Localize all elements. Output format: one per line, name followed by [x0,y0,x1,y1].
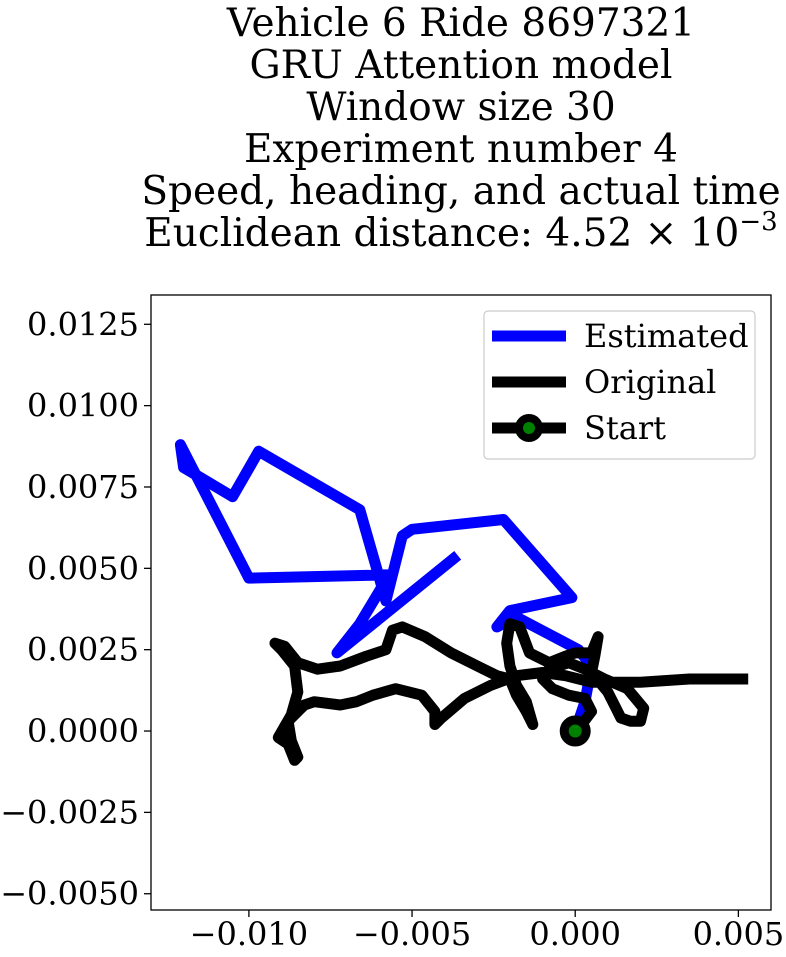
axes-frame [150,294,772,911]
marker-layer [559,715,591,747]
legend-swatch-start-marker [515,414,543,442]
y-axis: 0.0125 0.0100 0.0075 0.0050 0.0025 0.0000 −0.0… [0,305,151,913]
x-tick-label: −0.005 [353,915,471,953]
series-line-original [269,618,749,766]
series-line-estimated [174,439,597,733]
y-tick-label: 0.0125 [27,305,139,343]
title-line-3: Window size 30 [306,85,615,130]
legend-label-original: Original [584,363,716,401]
x-tick-label: 0.000 [529,915,621,953]
title-distance-exponent: −3 [739,207,777,237]
series-layer [174,439,749,766]
y-tick-label: 0.0050 [27,549,139,587]
legend: Estimated Original Start [483,310,756,460]
chart-title: Vehicle 6 Ride 8697321 GRU Attention mod… [141,1,780,256]
x-axis: −0.010 −0.005 0.000 0.005 [190,910,784,953]
y-tick-label: −0.0050 [0,875,139,913]
legend-label-start: Start [584,409,666,447]
legend-label-estimated: Estimated [584,317,749,355]
title-line-1: Vehicle 6 Ride 8697321 [226,1,695,46]
start-marker [559,715,591,747]
y-tick-label: 0.0075 [27,468,139,506]
title-distance-prefix: Euclidean distance: 4.52 × 10 [144,211,739,256]
y-tick-label: −0.0025 [0,793,139,831]
title-line-5: Speed, heading, and actual time [141,169,780,214]
y-tick-label: 0.0000 [27,712,139,750]
legend-box [483,310,756,460]
y-tick-label: 0.0025 [27,631,139,669]
title-line-4: Experiment number 4 [244,127,678,172]
title-line-2: GRU Attention model [250,43,673,88]
x-tick-label: 0.005 [693,915,785,953]
y-tick-label: 0.0100 [27,387,139,425]
x-tick-label: −0.010 [190,915,308,953]
title-line-6: Euclidean distance: 4.52 × 10−3 [144,207,777,256]
plot-area [150,294,772,911]
